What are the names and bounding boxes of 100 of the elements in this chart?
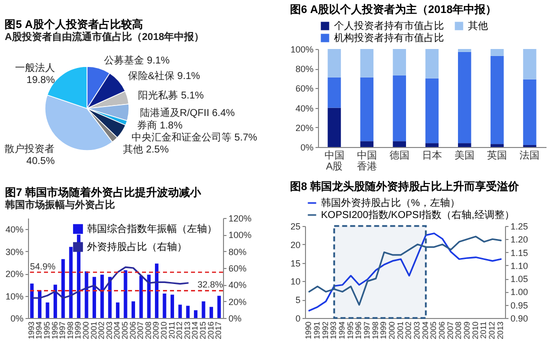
y2-tick-label: 0.90 [510,314,528,324]
x-tick-label: 2004 [112,320,122,340]
bar [116,302,120,318]
y-tick-label: 0% [10,314,24,324]
chart-subtitle: A股投资者自由流通市值占比（2018年中报） [4,31,204,43]
y2-tick-label: 0.95 [510,300,528,310]
y-tick-label: 5 [295,295,300,306]
chart-title: 图6 A股以个人投资者为主（2018年中报） [290,3,497,16]
data-label: 19.8% [26,74,55,86]
bar [328,108,341,147]
bar [392,49,406,76]
x-tick-label: 2017 [214,320,224,340]
bar [61,259,65,318]
x-tick-label: 2010 [470,320,480,340]
chart-title: 图8 韩国龙头股随外资持股占比上升而享受溢价 [290,180,520,193]
x-tick-label: 2000 [82,320,90,340]
bar [162,294,166,318]
x-tick-label: 1997 [58,320,68,340]
legend-label: 外资持股占比（右轴） [87,241,187,253]
x-tick-label: 2011 [167,320,176,339]
x-tick-label: 2013 [496,320,505,340]
y2-tick-label: 80% [228,246,247,257]
y2-tick-label: 120% [228,214,252,224]
legend-label: KOPSI200指数/KOPSI指数（右轴,经调整） [321,209,514,221]
y2-tick-label: 0% [228,314,242,324]
y-tick-label: 20% [295,122,314,133]
x-tick-label: 2006 [128,320,138,340]
x-tick-label: 2007 [446,320,455,340]
bar [147,274,151,318]
y2-tick-label: 20% [228,296,247,307]
x-tick-label: 法国 [520,150,540,162]
bar [523,79,536,146]
x-tick-label: 2014 [190,320,200,340]
x-tick-label: 2005 [120,320,130,340]
bar [458,52,472,144]
bar [92,276,96,318]
slice-label: 公募基金 9.1% [104,54,170,67]
bar [132,301,136,318]
x-tick-label: 2006 [438,320,446,340]
chart-subtitle: 韩国市场振幅与外资占比 [4,199,115,211]
x-tick-label: 2010 [160,320,168,340]
slice-label: 陆港通及R/QFII 6.4% [140,107,235,120]
x-tick-label: 2003 [412,320,422,340]
bar [217,296,221,318]
y2-tick-label: 40% [228,280,247,290]
y-tick-label: 0% [300,142,314,152]
x-tick-label: 1994 [34,320,44,340]
y-tick-label: 10 [290,276,300,287]
x-tick-label: 1993 [329,320,338,340]
x-tick-label: 1999 [74,320,83,340]
x-tick-label: 1994 [338,320,346,340]
legend-label: 机构投资者持有市值占比 [334,32,444,44]
y2-tick-label: 1.00 [510,287,528,298]
x-tick-label: 2011 [479,320,488,339]
bar [54,284,58,318]
bar [392,141,406,147]
slice-label: 一般法人 [14,62,55,74]
ref-line-label: 32.8% [197,280,223,290]
bar [170,294,174,318]
chart-title: 图5 A股个人投资者占比较高 [4,18,143,31]
slice-label: 其他 2.5% [123,144,169,156]
x-tick-label: 中国A股 [324,150,344,172]
y-tick-label: 40% [295,103,314,114]
y-tick-label: 30% [5,246,24,257]
legend-label: 其他 [468,20,488,32]
x-tick-label: 2009 [462,320,472,340]
x-tick-label: 1997 [362,320,372,340]
x-tick-label: 2009 [152,320,161,340]
y2-tick-label: 1.20 [510,234,528,245]
bar [139,276,143,318]
x-tick-label: 2012 [488,320,496,340]
x-tick-label: 1995 [346,320,355,340]
bar [425,143,439,147]
x-tick-label: 2012 [175,320,184,340]
bar [392,75,406,142]
bar [108,276,112,318]
y-tick-label: 80% [295,64,314,74]
chart-title: 图7 韩国市场随着外资占比提升波动减小 [4,186,202,199]
y-tick-label: 25 [290,222,300,232]
y-tick-label: 10% [5,291,24,302]
x-tick-label: 1999 [379,320,388,340]
slice-label: 散户投资者 [4,143,55,156]
x-tick-label: 2001 [396,320,405,340]
y-tick-label: 15 [290,258,300,268]
y-tick-label: 60% [295,84,314,94]
x-tick-label: 2007 [136,320,146,340]
x-tick-label: 美国 [454,150,475,162]
x-tick-label: 2003 [104,320,114,340]
y2-tick-label: 1.10 [510,260,528,271]
slice-label: 中央汇金和证金公司等 5.7% [132,132,258,144]
bar [458,143,472,147]
slice-label: 券商 1.8% [136,120,183,132]
slice-label: 保险&社保 9.1% [128,70,200,82]
bar [186,306,190,318]
legend-label: 韩国外资持股占比（%，左轴） [321,197,460,209]
x-tick-label: 英国 [487,150,508,162]
slice-label: 阳光私募 5.1% [138,89,204,102]
x-tick-label: 1991 [312,320,322,340]
x-tick-label: 日本 [422,150,442,162]
y2-tick-label: 1.25 [510,222,528,232]
